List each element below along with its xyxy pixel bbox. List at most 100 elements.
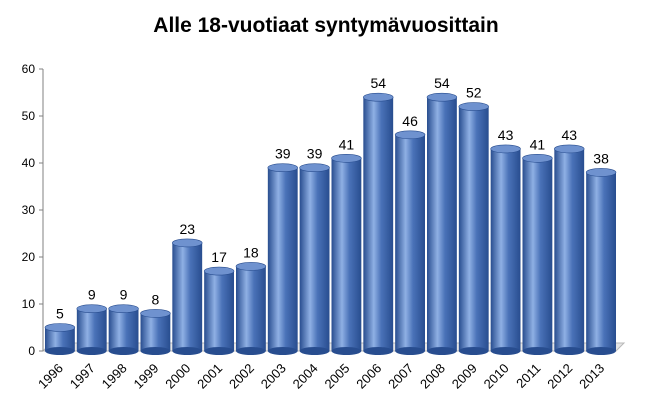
bar-top xyxy=(203,266,235,276)
x-tick-label: 2012 xyxy=(544,361,575,392)
bar-top xyxy=(554,144,585,154)
data-label: 54 xyxy=(370,75,386,91)
bar-bottom xyxy=(395,347,426,355)
bar-bottom xyxy=(204,347,234,355)
bar-bottom xyxy=(554,347,585,355)
bar-body xyxy=(554,148,585,351)
bar-body xyxy=(331,158,362,351)
bar-1996 xyxy=(44,323,76,355)
bar-bottom xyxy=(267,347,298,355)
data-label: 18 xyxy=(243,244,259,260)
bar-2010 xyxy=(490,144,521,355)
bar-body xyxy=(76,308,107,351)
bar-body xyxy=(490,148,521,351)
x-tick-label: 2005 xyxy=(321,361,352,392)
bar-bottom xyxy=(76,347,107,355)
bar-bottom xyxy=(140,347,171,355)
chart-title: Alle 18-vuotiaat syntymävuosittain xyxy=(153,14,499,37)
bar-bottom xyxy=(236,347,266,355)
bar-top xyxy=(44,323,76,332)
bar-bottom xyxy=(458,347,489,355)
bar-2011 xyxy=(522,154,553,355)
bar-1999 xyxy=(140,309,171,355)
bar-body xyxy=(140,313,171,351)
bar-top xyxy=(331,154,362,163)
x-tick-label: 2007 xyxy=(385,361,416,392)
x-tick-label: 1998 xyxy=(99,361,130,392)
bar-body xyxy=(108,308,139,351)
bar-top xyxy=(235,262,267,271)
bar-2007 xyxy=(394,130,426,355)
y-tick-label: 40 xyxy=(22,156,36,170)
bar-top xyxy=(363,92,394,102)
data-label: 9 xyxy=(120,287,128,303)
data-label: 41 xyxy=(339,136,355,152)
data-label: 38 xyxy=(593,150,609,166)
bar-body xyxy=(267,167,298,351)
data-label: 39 xyxy=(275,146,291,162)
bar-1998 xyxy=(108,304,139,355)
x-tick-label: 2008 xyxy=(417,361,448,392)
y-tick-label: 50 xyxy=(22,109,36,123)
data-label: 9 xyxy=(88,287,96,303)
bar-body xyxy=(458,106,489,351)
data-label: 54 xyxy=(434,75,450,91)
bar-2013 xyxy=(585,168,617,355)
bar-top xyxy=(490,144,521,154)
bar-2000 xyxy=(172,238,203,355)
bar-2004 xyxy=(299,163,330,355)
bar-body xyxy=(45,327,75,351)
bar-2003 xyxy=(267,163,298,355)
bar-top xyxy=(458,102,489,111)
data-label: 41 xyxy=(530,136,546,152)
x-tick-label: 2011 xyxy=(513,361,543,391)
bar-top xyxy=(172,238,203,248)
x-tick-label: 1996 xyxy=(35,361,66,392)
x-tick-label: 2001 xyxy=(194,361,225,392)
bar-body xyxy=(236,266,266,351)
y-tick-label: 20 xyxy=(22,250,36,264)
x-tick-label: 2003 xyxy=(258,361,289,392)
bar-bottom xyxy=(522,347,553,355)
y-tick-label: 30 xyxy=(22,203,36,217)
bar-top xyxy=(76,304,107,314)
bar-body xyxy=(204,271,234,351)
x-tick-label: 2002 xyxy=(226,361,257,392)
bar-2005 xyxy=(331,154,362,355)
x-tick-label: 2013 xyxy=(576,361,607,392)
data-label: 46 xyxy=(402,113,418,129)
x-tick-label: 1997 xyxy=(67,361,98,392)
bar-bottom xyxy=(586,347,616,355)
data-label: 5 xyxy=(56,306,64,322)
bar-body xyxy=(363,97,394,351)
data-label: 52 xyxy=(466,85,482,101)
x-tick-label: 1999 xyxy=(130,361,161,392)
bar-2002 xyxy=(235,262,267,355)
bar-bottom xyxy=(490,347,521,355)
bar-body xyxy=(427,97,457,351)
bar-2006 xyxy=(363,92,394,355)
bar-bottom xyxy=(45,347,75,355)
bar-top xyxy=(140,309,171,318)
bar-bottom xyxy=(172,347,203,355)
bar-top xyxy=(585,168,617,177)
x-tick-label: 2010 xyxy=(481,361,512,392)
bar-2001 xyxy=(203,266,235,355)
bar-top xyxy=(522,154,553,163)
data-label: 39 xyxy=(307,146,323,162)
bar-bottom xyxy=(363,347,394,355)
bar-2009 xyxy=(458,102,489,355)
y-tick-label: 10 xyxy=(22,297,36,311)
bar-bottom xyxy=(108,347,139,355)
bar-body xyxy=(172,242,203,351)
x-tick-label: 2006 xyxy=(353,361,384,392)
bar-top xyxy=(267,163,298,172)
x-tick-label: 2009 xyxy=(449,361,480,392)
bar-body xyxy=(586,172,616,351)
bar-body xyxy=(299,167,330,351)
bar-2008 xyxy=(426,92,458,355)
bar-top xyxy=(426,92,458,102)
bar-top xyxy=(108,304,139,314)
